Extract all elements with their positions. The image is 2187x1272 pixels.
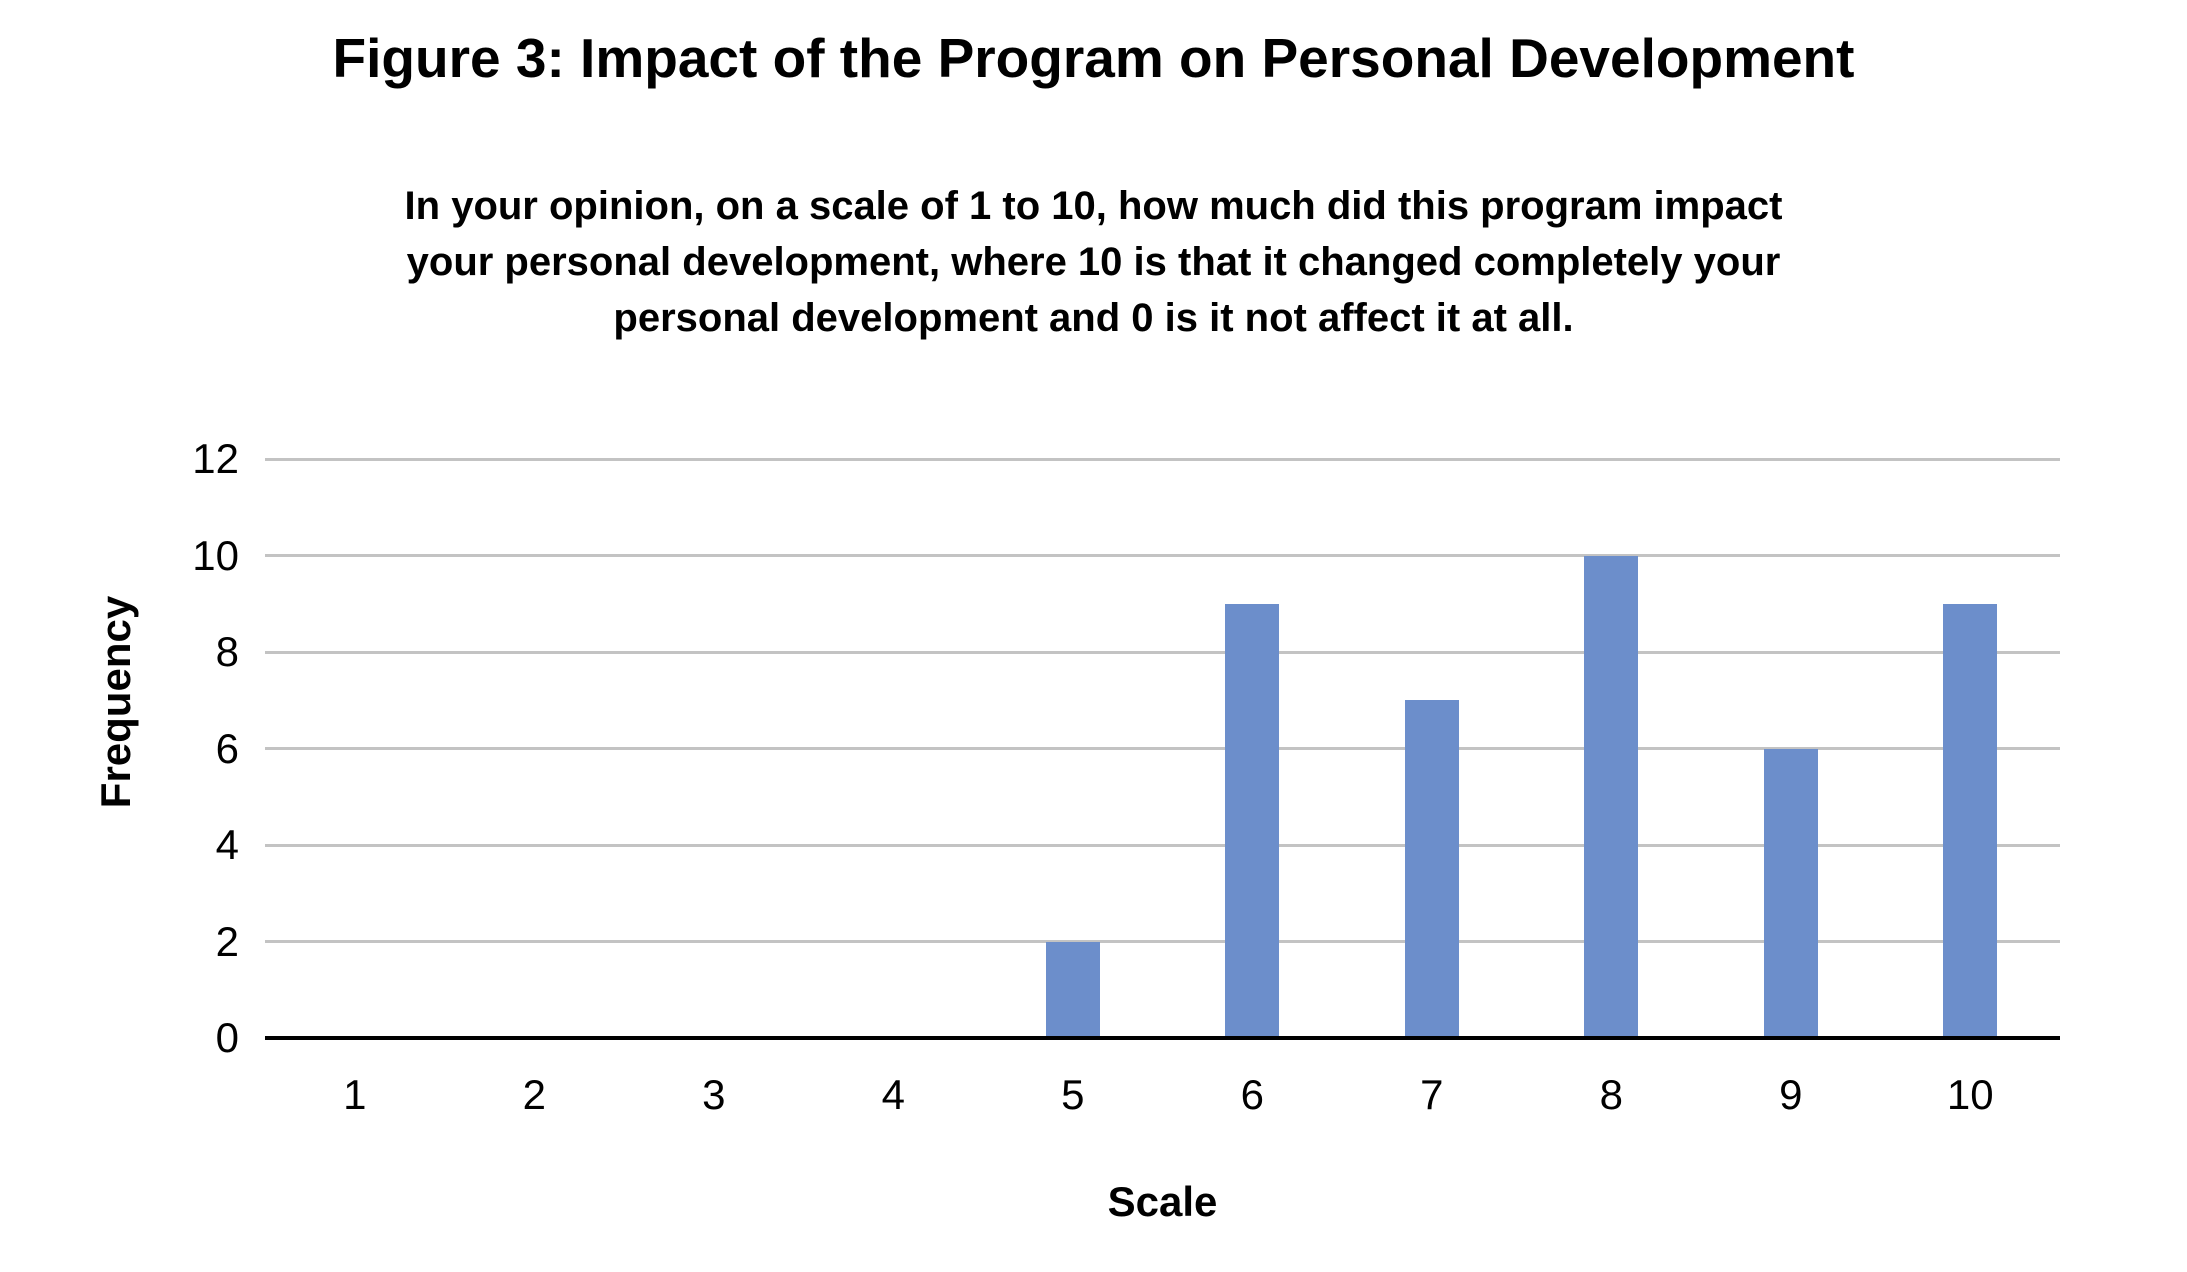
- bar-slot-4: [804, 459, 984, 1038]
- chart-subtitle: In your opinion, on a scale of 1 to 10, …: [404, 184, 1783, 340]
- bar-scale-9: [1763, 748, 1818, 1038]
- y-tick-label-12: 12: [192, 435, 239, 482]
- x-tick-label-9: 9: [1779, 1071, 1803, 1118]
- bar-scale-7: [1404, 700, 1459, 1038]
- y-tick-label-10: 10: [192, 531, 239, 579]
- bar-slot-10: [1881, 459, 2061, 1038]
- plot-area: 0 2 4 6 8 10 12 1 2 3 4 5 6 7 8 9 10 Scale: [192, 438, 2060, 1225]
- gridline-y-10: [265, 554, 2060, 557]
- gridline-y-8: [265, 650, 2060, 654]
- bar-slot-2: [445, 459, 625, 1038]
- bar-slot-9: [1701, 459, 1881, 1038]
- y-tick-label-4: 4: [215, 821, 239, 868]
- bar-slot-1: [265, 459, 445, 1038]
- bar-scale-8: [1584, 555, 1639, 1038]
- y-tick-label-8: 8: [215, 628, 239, 675]
- bar-scale-5: [1045, 941, 1100, 1038]
- x-tick-label-6: 6: [1240, 1071, 1264, 1118]
- y-tick-label-6: 6: [215, 724, 239, 772]
- gridline-y-2: [265, 940, 2060, 944]
- bar-scale-10: [1943, 603, 1998, 1038]
- bar-slot-3: [624, 459, 804, 1038]
- x-tick-label-2: 2: [522, 1071, 546, 1118]
- bar-slot-7: [1342, 459, 1522, 1038]
- x-axis-line: [265, 1036, 2060, 1040]
- y-tick-labels: 0 2 4 6 8 10 12: [99, 438, 239, 1059]
- x-tick-label-7: 7: [1420, 1071, 1444, 1118]
- chart-title: Figure 3: Impact of the Program on Perso…: [332, 27, 1855, 89]
- x-tick-label-5: 5: [1061, 1071, 1085, 1118]
- x-tick-label-10: 10: [1946, 1071, 1994, 1118]
- gridline-y-6: [265, 747, 2060, 750]
- y-tick-label-0: 0: [215, 1014, 239, 1061]
- bar-scale-6: [1225, 603, 1280, 1038]
- gridline-y-12: [265, 457, 2060, 461]
- bar-slot-6: [1163, 459, 1343, 1038]
- x-tick-label-8: 8: [1599, 1071, 1623, 1118]
- x-tick-label-3: 3: [702, 1071, 726, 1118]
- y-tick-label-2: 2: [215, 917, 239, 965]
- gridlines-layer: [265, 457, 2060, 1038]
- x-axis-title: Scale: [1107, 1178, 1218, 1225]
- bar-slot-5: [983, 459, 1163, 1038]
- gridline-y-4: [265, 843, 2060, 847]
- bars-layer: [265, 459, 2060, 1038]
- x-tick-label-4: 4: [881, 1071, 905, 1118]
- x-tick-labels: 1 2 3 4 5 6 7 8 9 10: [265, 1074, 2060, 1116]
- bar-slot-8: [1522, 459, 1702, 1038]
- x-tick-label-1: 1: [343, 1071, 367, 1118]
